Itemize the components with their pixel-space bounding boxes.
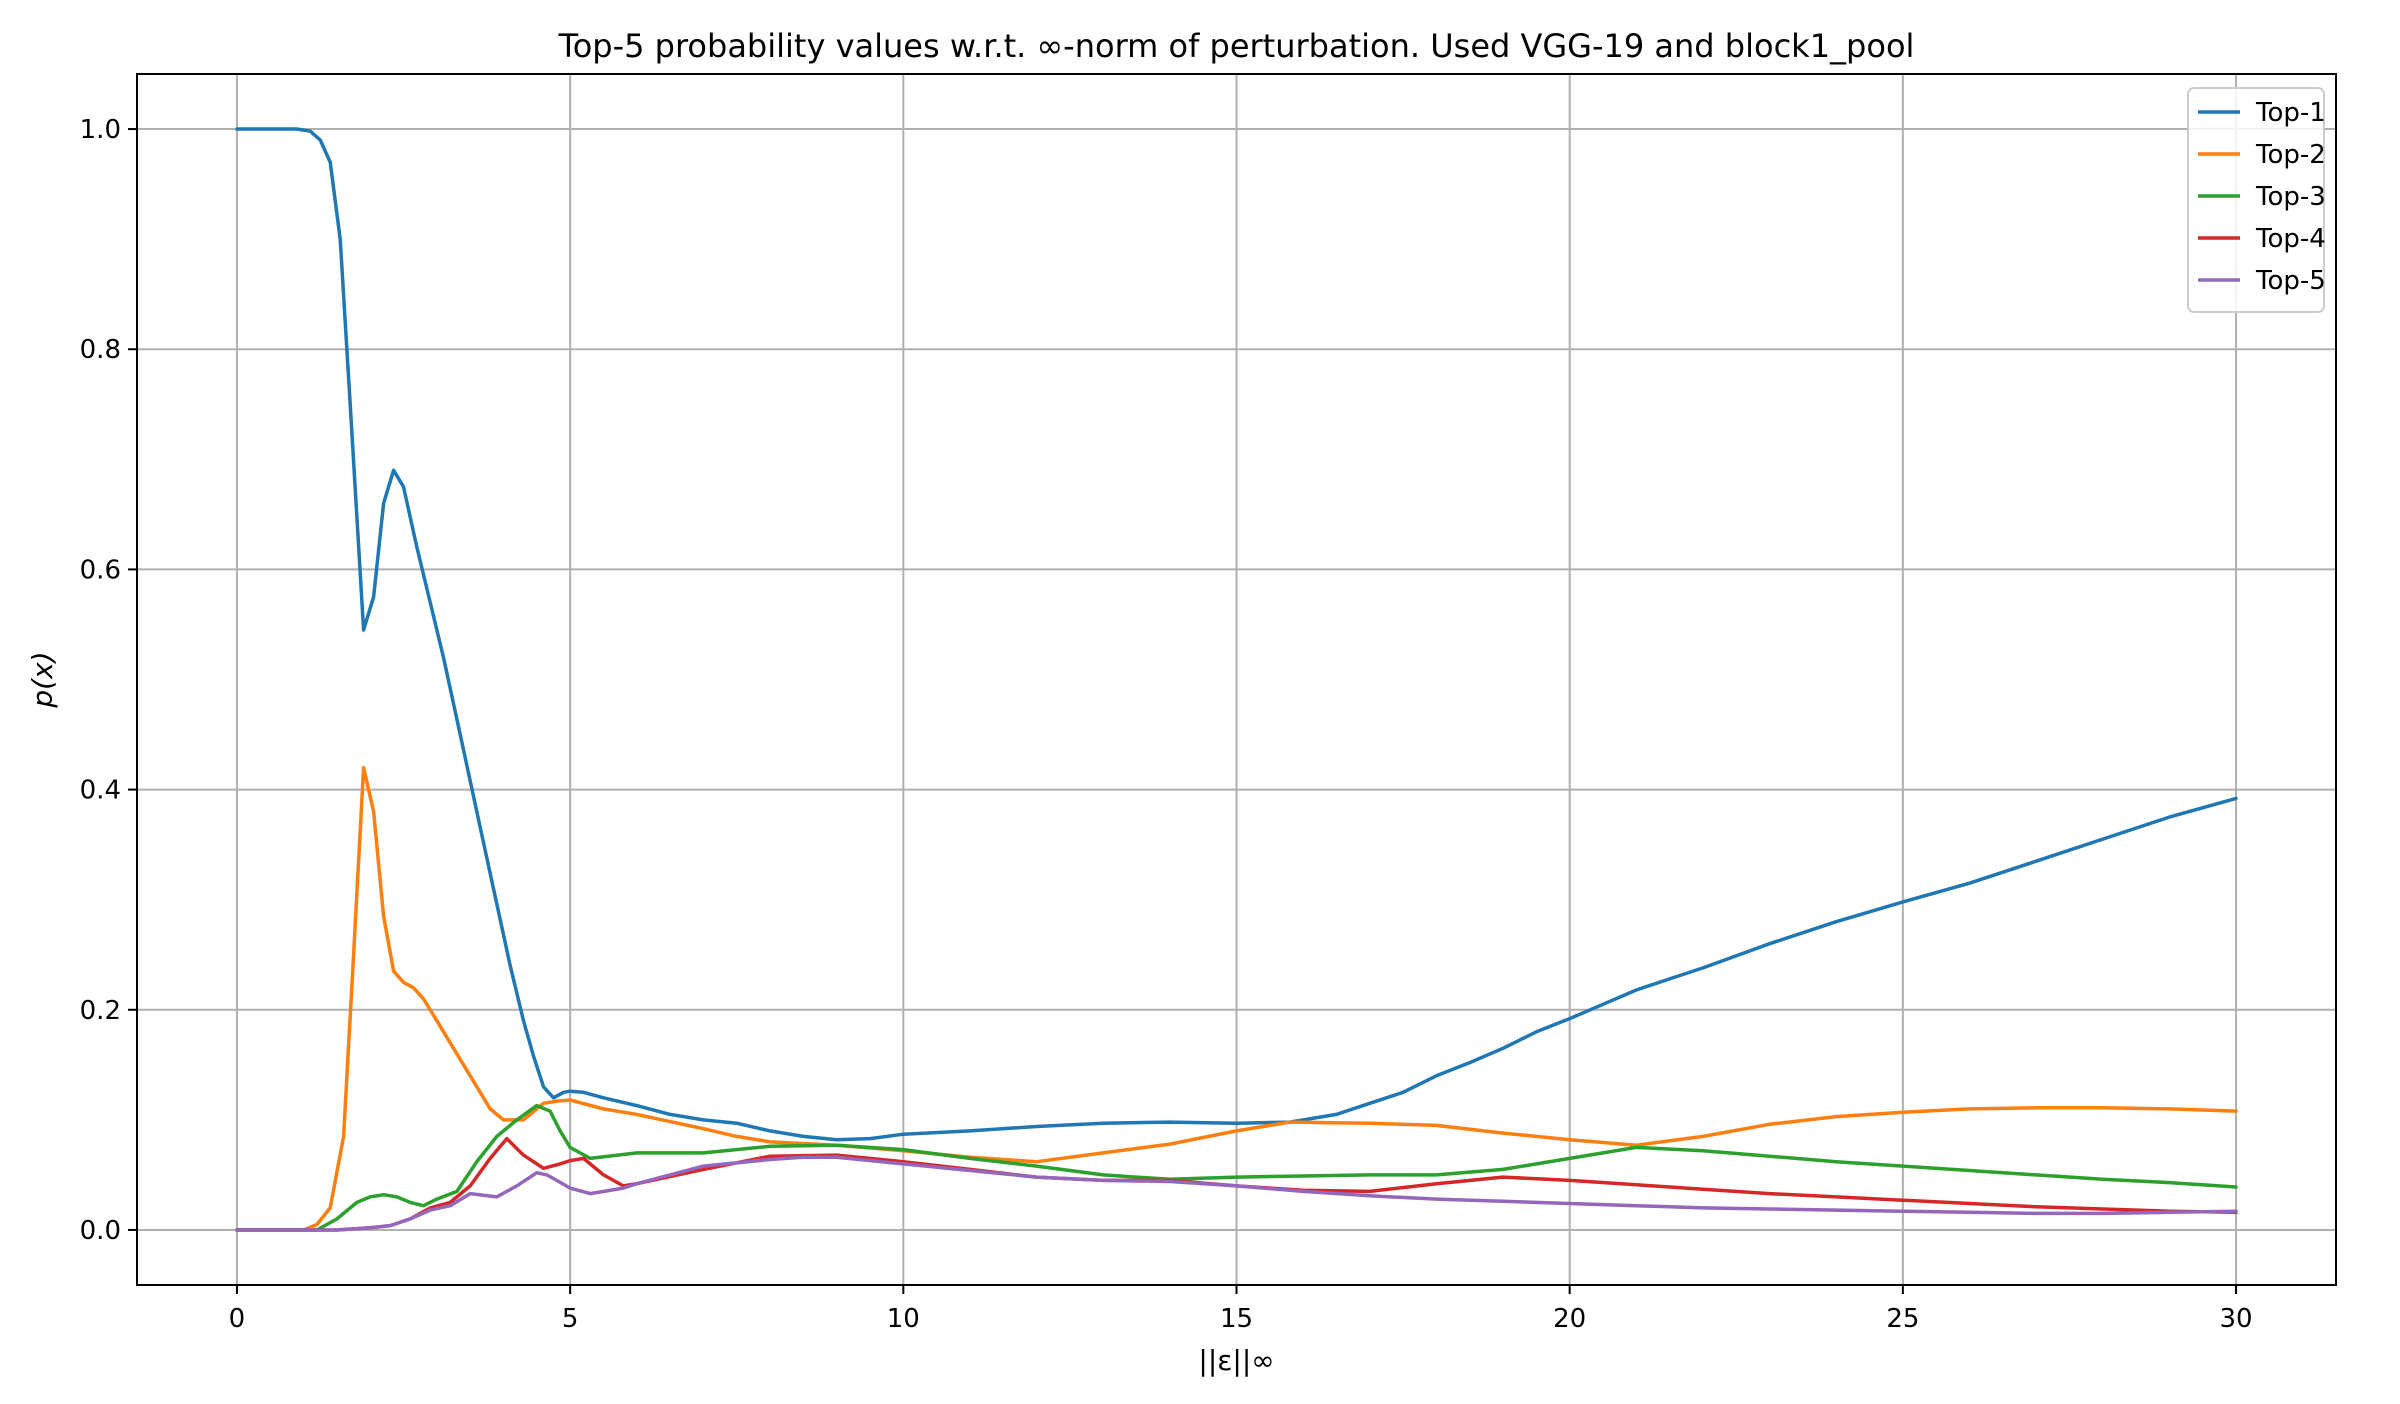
legend-label-top-1: Top-1 xyxy=(2255,98,2326,128)
series-line-top-1 xyxy=(235,127,2238,1142)
x-tick-label: 30 xyxy=(2219,1304,2252,1334)
series-group xyxy=(235,127,2238,1232)
x-axis-label: ||ε||∞ xyxy=(1198,1344,1274,1377)
y-tick-label: 0.4 xyxy=(80,776,121,806)
y-tick-label: 0.2 xyxy=(80,996,121,1026)
legend-label-top-5: Top-5 xyxy=(2255,266,2326,296)
series-line-top-4 xyxy=(235,1136,2238,1232)
y-tick-label: 0.8 xyxy=(80,335,121,365)
x-tick-label: 5 xyxy=(562,1304,579,1334)
x-tick-label: 10 xyxy=(887,1304,920,1334)
legend-label-top-2: Top-2 xyxy=(2255,140,2326,170)
x-tick-label: 25 xyxy=(1886,1304,1919,1334)
ticks: 0 5 10 15 20 25 30 0.0 0.2 0.4 0.6 0.8 1.0 xyxy=(80,115,2253,1334)
y-tick-label: 0.6 xyxy=(80,555,121,585)
x-tick-label: 20 xyxy=(1553,1304,1586,1334)
series-line-top-5 xyxy=(235,1155,2238,1232)
series-line-top-2 xyxy=(235,765,2238,1232)
legend-label-top-4: Top-4 xyxy=(2255,224,2326,254)
series-line-top-3 xyxy=(235,1103,2238,1232)
legend-label-top-3: Top-3 xyxy=(2255,182,2326,212)
legend: Top-1 Top-2 Top-3 Top-4 Top-5 xyxy=(2187,87,2326,313)
y-axis-label: p(x) xyxy=(26,651,59,708)
y-tick-label: 0.0 xyxy=(80,1216,121,1246)
x-tick-label: 15 xyxy=(1220,1304,1253,1334)
chart-title: Top-5 probability values w.r.t. ∞-norm o… xyxy=(558,27,1915,65)
y-tick-label: 1.0 xyxy=(80,115,121,145)
x-tick-label: 0 xyxy=(229,1304,246,1334)
grid xyxy=(137,74,2336,1285)
legend-box xyxy=(2187,87,2325,313)
